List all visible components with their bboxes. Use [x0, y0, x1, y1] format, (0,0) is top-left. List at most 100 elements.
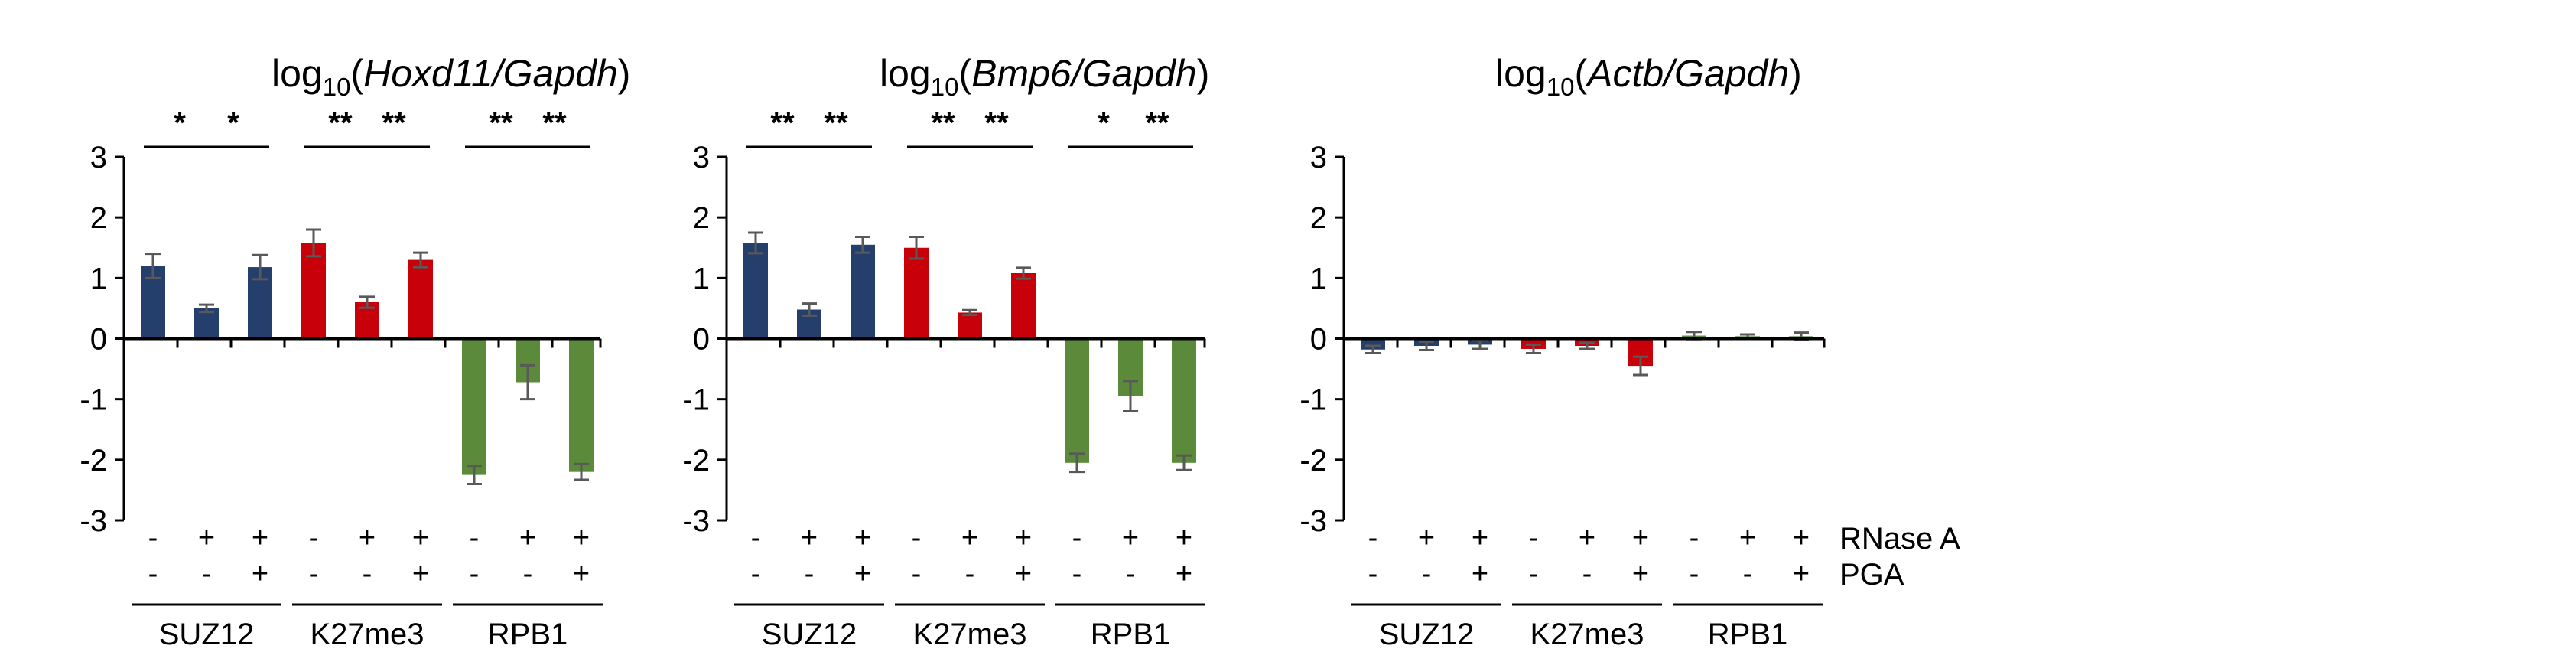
y-tick-label: -3 — [1299, 504, 1327, 538]
significance-label: ** — [328, 106, 353, 140]
title-subscript: 10 — [931, 73, 959, 101]
title-subscript: 10 — [323, 73, 351, 101]
title-close-paren: ) — [1197, 52, 1210, 95]
significance-label: ** — [770, 106, 795, 140]
pga-sign: + — [412, 558, 429, 590]
group-label-rpb1: RPB1 — [1091, 618, 1171, 651]
pga-sign: - — [751, 558, 761, 590]
significance-label: ** — [931, 106, 955, 140]
significance-label: * — [227, 106, 239, 140]
rnase-sign: + — [1472, 522, 1488, 554]
rnase-sign: + — [1739, 522, 1756, 554]
significance-label: ** — [1145, 106, 1169, 140]
group-label-suz12: SUZ12 — [159, 618, 255, 651]
row-label-rnase: RNase A — [1839, 522, 1960, 556]
title-prefix: log — [272, 52, 323, 95]
bar-rpb1-1 — [1065, 338, 1089, 463]
significance-label: * — [1098, 106, 1110, 140]
pga-sign: - — [202, 558, 212, 590]
title-prefix: log — [1495, 52, 1547, 95]
pga-sign: + — [1015, 558, 1032, 590]
rnase-sign: + — [1632, 522, 1649, 554]
y-tick-label: -3 — [682, 504, 710, 538]
y-tick-label: 3 — [90, 141, 107, 174]
bar-rpb1-1 — [462, 338, 486, 475]
bar-suz12-1 — [743, 243, 768, 339]
chart-title: log10(Bmp6/Gapdh) — [880, 52, 1209, 101]
group-label-suz12: SUZ12 — [762, 618, 857, 651]
significance-label: ** — [489, 106, 513, 140]
rnase-sign: + — [854, 522, 871, 554]
y-tick-label: -2 — [1299, 444, 1327, 478]
rnase-sign: + — [1015, 522, 1032, 554]
group-label-suz12: SUZ12 — [1379, 618, 1475, 651]
rnase-sign: + — [252, 522, 268, 554]
rnase-sign: + — [1122, 522, 1139, 554]
title-open-paren: ( — [1574, 52, 1587, 95]
y-tick-label: 2 — [693, 201, 710, 235]
pga-sign: + — [854, 558, 871, 590]
pga-sign: - — [309, 558, 319, 590]
pga-sign: - — [1072, 558, 1082, 590]
pga-sign: - — [470, 558, 480, 590]
group-label-k27me3: K27me3 — [311, 618, 424, 651]
rnase-sign: - — [1072, 522, 1082, 554]
significance-label: ** — [542, 106, 567, 140]
y-tick-label: -2 — [80, 444, 107, 478]
rnase-sign: + — [573, 522, 590, 554]
bar-k27me3-1 — [301, 243, 326, 339]
pga-sign: - — [965, 558, 975, 590]
y-tick-label: 3 — [1310, 141, 1327, 174]
pga-sign: - — [1422, 558, 1432, 590]
title-prefix: log — [880, 52, 931, 95]
y-tick-label: 0 — [693, 323, 710, 357]
rnase-sign: + — [198, 522, 215, 554]
significance-label: ** — [824, 106, 848, 140]
pga-sign: - — [805, 558, 815, 590]
y-tick-label: -1 — [682, 383, 710, 417]
group-label-k27me3: K27me3 — [913, 618, 1027, 651]
significance-label: * — [174, 106, 186, 140]
pga-sign: - — [523, 558, 533, 590]
rnase-sign: + — [412, 522, 429, 554]
title-subscript: 10 — [1547, 73, 1575, 101]
rnase-sign: - — [148, 522, 158, 554]
bar-suz12-2 — [194, 308, 219, 339]
y-tick-label: 2 — [1310, 201, 1327, 235]
pga-sign: - — [1529, 558, 1539, 590]
rnase-sign: - — [309, 522, 319, 554]
y-tick-label: -1 — [80, 383, 107, 417]
bar-rpb1-3 — [1172, 338, 1196, 463]
bar-k27me3-1 — [904, 247, 929, 339]
pga-sign: + — [1793, 558, 1810, 590]
rnase-sign: - — [912, 522, 922, 554]
rnase-sign: + — [1176, 522, 1192, 554]
pga-sign: - — [148, 558, 158, 590]
y-tick-label: 1 — [693, 262, 710, 295]
title-gene-ratio: Actb/Gapdh — [1585, 52, 1789, 95]
title-close-paren: ) — [1789, 52, 1802, 95]
pga-sign: - — [912, 558, 922, 590]
rnase-sign: - — [1529, 522, 1539, 554]
title-gene-ratio: Bmp6/Gapdh — [971, 52, 1197, 95]
y-tick-label: 1 — [90, 262, 107, 295]
y-tick-label: -2 — [682, 444, 710, 478]
bar-k27me3-3 — [1011, 273, 1036, 339]
chart-title: log10(Hoxd11/Gapdh) — [272, 52, 630, 101]
rnase-sign: + — [1793, 522, 1810, 554]
pga-sign: + — [1472, 558, 1488, 590]
significance-label: ** — [984, 106, 1009, 140]
title-open-paren: ( — [958, 52, 971, 95]
bar-k27me3-2 — [958, 312, 982, 339]
pga-sign: + — [252, 558, 268, 590]
pga-sign: + — [1632, 558, 1649, 590]
y-tick-label: -3 — [80, 504, 107, 538]
rnase-sign: - — [1690, 522, 1699, 554]
title-open-paren: ( — [350, 52, 363, 95]
y-tick-label: 0 — [90, 323, 107, 357]
title-gene-ratio: Hoxd11/Gapdh — [363, 52, 618, 95]
